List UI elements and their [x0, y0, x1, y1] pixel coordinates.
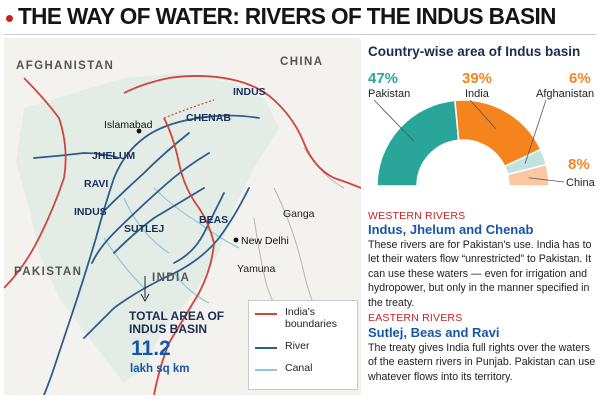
total-area-arrowhead	[140, 293, 150, 303]
total-area-label-line2: INDUS BASIN	[129, 322, 208, 336]
kabul-river	[33, 152, 120, 159]
river-line-icon	[255, 347, 277, 349]
river-label-indus-north: INDUS	[233, 86, 266, 98]
canal-2	[123, 197, 170, 254]
islamabad-dot	[136, 128, 142, 134]
china-name-label: China	[566, 177, 595, 189]
leader-line-china	[528, 177, 565, 183]
canal-4	[173, 272, 210, 304]
legend-boundaries-line1: India's	[285, 306, 316, 318]
leader-line-india	[469, 99, 496, 129]
legend-label-canal: Canal	[285, 362, 313, 374]
river-label-chenab: CHENAB	[186, 112, 231, 124]
boundary-line-icon	[255, 313, 277, 315]
header: THE WAY OF WATER: RIVERS OF THE INDUS BA…	[4, 2, 596, 35]
eastern-rivers-heading: EASTERN RIVERS	[368, 312, 463, 324]
indus-basin-map: AFGHANISTAN CHINA PAKISTAN INDIA INDUS C…	[4, 38, 361, 395]
legend-boundaries-line2: boundaries	[285, 317, 337, 330]
eastern-rivers-subheading: Sutlej, Beas and Ravi	[368, 325, 500, 340]
legend-item-canal: Canal	[255, 362, 355, 381]
pakistan-name-label: Pakistan	[368, 88, 411, 100]
total-area-label: TOTAL AREA OF INDUS BASIN	[129, 310, 224, 336]
western-rivers-body: These rivers are for Pakistan's use. Ind…	[368, 239, 592, 309]
new-delhi-dot	[233, 237, 239, 243]
leader-line-afghanistan	[524, 99, 547, 164]
city-label-islamabad: Islamabad	[104, 119, 153, 131]
country-label-china: CHINA	[280, 56, 324, 68]
pakistan-percent-label: 47%	[368, 70, 399, 87]
ravi-river	[113, 187, 205, 254]
river-label-sutlej: SUTLEJ	[124, 223, 165, 235]
river-label-ganga: Ganga	[283, 208, 315, 220]
river-label-beas: BEAS	[199, 214, 229, 226]
city-label-new-delhi: New Delhi	[241, 235, 289, 247]
donut-segment-china	[506, 163, 550, 187]
legend-item-river: River	[255, 340, 355, 359]
minor-stream	[303, 147, 345, 189]
india-boundary-north	[123, 75, 361, 189]
legend-label-river: River	[285, 340, 310, 352]
leader-line-pakistan	[373, 99, 415, 142]
india-pakistan-boundary	[153, 117, 215, 395]
river-label-jhelum: JHELUM	[92, 150, 136, 162]
western-rivers-heading: WESTERN RIVERS	[368, 210, 466, 222]
page-title: THE WAY OF WATER: RIVERS OF THE INDUS BA…	[18, 3, 556, 29]
river-label-indus-south: INDUS	[74, 206, 107, 218]
country-label-pakistan: PAKISTAN	[14, 266, 83, 278]
eastern-rivers-body: The treaty gives India full rights over …	[368, 342, 596, 383]
india-name-label: India	[465, 88, 489, 100]
western-rivers-subheading: Indus, Jhelum and Chenab	[368, 222, 534, 237]
afghanistan-percent-label: 6%	[569, 70, 591, 87]
beas-river	[173, 192, 225, 264]
canal-1	[153, 187, 240, 249]
country-label-afghanistan: AFGHANISTAN	[16, 60, 115, 72]
total-area-unit: lakh sq km	[130, 363, 190, 375]
chenab-river	[91, 152, 210, 264]
total-area-label-line1: TOTAL AREA OF	[129, 309, 225, 323]
afghan-boundary	[4, 77, 67, 289]
country-label-india: INDIA	[152, 272, 191, 284]
afghanistan-name-label: Afghanistan	[536, 88, 595, 100]
map-graphic	[4, 73, 361, 395]
legend-label-boundaries: India's boundaries	[285, 306, 337, 330]
total-area-value: 11.2	[131, 337, 171, 360]
basin-area	[16, 73, 279, 383]
river-label-ravi: RAVI	[84, 178, 109, 190]
title-bullet-icon	[6, 15, 13, 22]
india-percent-label: 39%	[462, 70, 493, 87]
basin-share-semi-donut	[373, 99, 565, 187]
donut-segment-pakistan	[376, 99, 460, 187]
map-legend: India's boundaries River Canal	[248, 300, 358, 390]
china-percent-label: 8%	[568, 156, 590, 173]
sutlej-river	[83, 187, 250, 339]
canal-3	[103, 237, 145, 289]
canal-line-icon	[255, 369, 277, 371]
loc-line	[163, 99, 215, 119]
chart-title: Country-wise area of Indus basin	[368, 44, 581, 59]
river-label-yamuna: Yamuna	[237, 263, 276, 275]
legend-item-boundaries: India's boundaries	[255, 306, 355, 335]
